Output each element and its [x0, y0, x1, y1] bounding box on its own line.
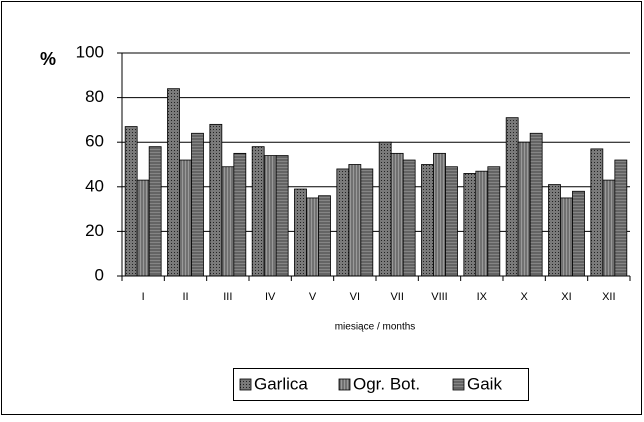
- x-tick-label: VII: [390, 291, 403, 303]
- legend-label: Garlica: [254, 374, 308, 393]
- bar: [590, 148, 604, 277]
- bar: [251, 146, 265, 277]
- bar: [402, 159, 416, 277]
- y-tick-label: 100: [76, 42, 104, 61]
- bar: [221, 166, 235, 277]
- x-tick-label: IV: [265, 291, 276, 303]
- x-axis-label: miesiące / months: [335, 322, 416, 333]
- bar: [378, 141, 392, 277]
- bar: [209, 123, 223, 277]
- bar: [124, 126, 138, 277]
- bar: [572, 190, 585, 277]
- legend-label: Ogr. Bot.: [353, 374, 420, 393]
- bar: [505, 117, 519, 277]
- bar: [233, 152, 247, 277]
- x-tick-label: VI: [350, 291, 360, 303]
- bar: [148, 146, 162, 277]
- bar: [445, 166, 458, 277]
- bar: [191, 132, 204, 277]
- legend-swatch: [338, 378, 351, 391]
- y-tick-label: 20: [85, 221, 104, 240]
- legend-swatch: [239, 378, 252, 391]
- bar: [275, 155, 289, 277]
- x-tick-label: VIII: [431, 291, 448, 303]
- bar: [421, 164, 434, 277]
- bar: [294, 188, 307, 277]
- y-axis-label: %: [40, 49, 56, 69]
- bar: [348, 164, 362, 277]
- bar: [136, 179, 150, 277]
- bar: [475, 170, 489, 277]
- legend-box: [233, 368, 529, 401]
- bar: [602, 179, 616, 277]
- bar: [306, 197, 319, 277]
- x-tick-label: V: [309, 291, 317, 303]
- x-tick-label: XII: [602, 291, 615, 303]
- bar: [179, 159, 192, 277]
- x-tick-label: II: [182, 291, 188, 303]
- y-tick-label: 40: [85, 176, 104, 195]
- bar: [360, 168, 374, 277]
- bar: [487, 166, 501, 277]
- y-tick-label: 60: [85, 132, 104, 151]
- x-tick-label: IX: [477, 291, 488, 303]
- bar: [263, 155, 277, 277]
- bar: [433, 152, 446, 277]
- x-tick-label: III: [223, 291, 232, 303]
- bar: [517, 141, 531, 277]
- legend-swatch: [452, 378, 465, 391]
- x-tick-label: I: [142, 291, 145, 303]
- legend-label: Gaik: [467, 374, 502, 393]
- x-tick-label: XI: [561, 291, 571, 303]
- bar: [529, 132, 543, 277]
- y-tick-label: 0: [95, 265, 104, 284]
- bar: [614, 159, 628, 277]
- x-tick-label: X: [520, 291, 528, 303]
- y-tick-label: 80: [85, 87, 104, 106]
- bar: [167, 88, 180, 277]
- bar: [560, 197, 573, 277]
- bar: [548, 184, 561, 277]
- bar: [463, 173, 477, 277]
- bar: [318, 195, 331, 277]
- bar: [336, 168, 350, 277]
- bar: [390, 152, 404, 277]
